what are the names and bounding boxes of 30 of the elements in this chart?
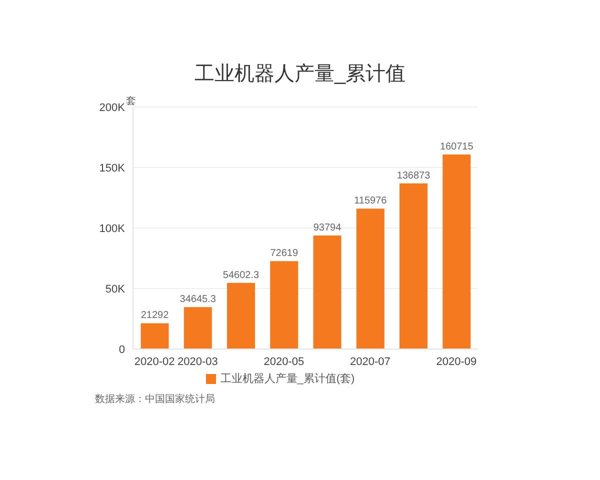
chart-title: 工业机器人产量_累计值 — [193, 62, 407, 87]
x-tick-label: 2020-05 — [264, 356, 304, 368]
data-label: 160715 — [440, 142, 474, 153]
data-label: 72619 — [270, 248, 298, 260]
bar — [313, 236, 342, 349]
bar — [184, 307, 212, 349]
y-tick-label: 0 — [118, 344, 125, 356]
x-tick-label: 2020-03 — [178, 356, 218, 368]
data-label: 115976 — [354, 196, 388, 207]
x-tick-label: 2020-09 — [436, 356, 477, 368]
data-label: 93794 — [313, 222, 342, 234]
bar — [442, 154, 471, 349]
data-label: 34645.3 — [180, 294, 216, 306]
bar — [400, 183, 428, 349]
y-tick-label: 150K — [99, 162, 126, 174]
y-tick-label: 50K — [105, 283, 126, 296]
data-label: 54602.3 — [222, 270, 260, 281]
bar — [140, 323, 169, 349]
y-tick-label: 100K — [99, 222, 126, 235]
source-note: 数据来源：中国国家统计局 — [95, 392, 215, 406]
x-tick-label: 2020-02 — [134, 356, 175, 368]
bar — [356, 208, 384, 349]
y-axis-title: 套 — [126, 95, 136, 108]
y-tick-label: 200K — [99, 102, 126, 114]
legend-label: 工业机器人产量_累计值(套) — [220, 373, 355, 385]
x-tick-label: 2020-07 — [350, 356, 390, 368]
bar — [227, 282, 256, 349]
data-label: 21292 — [140, 310, 170, 322]
data-label: 136873 — [396, 170, 431, 182]
bar — [270, 261, 298, 349]
